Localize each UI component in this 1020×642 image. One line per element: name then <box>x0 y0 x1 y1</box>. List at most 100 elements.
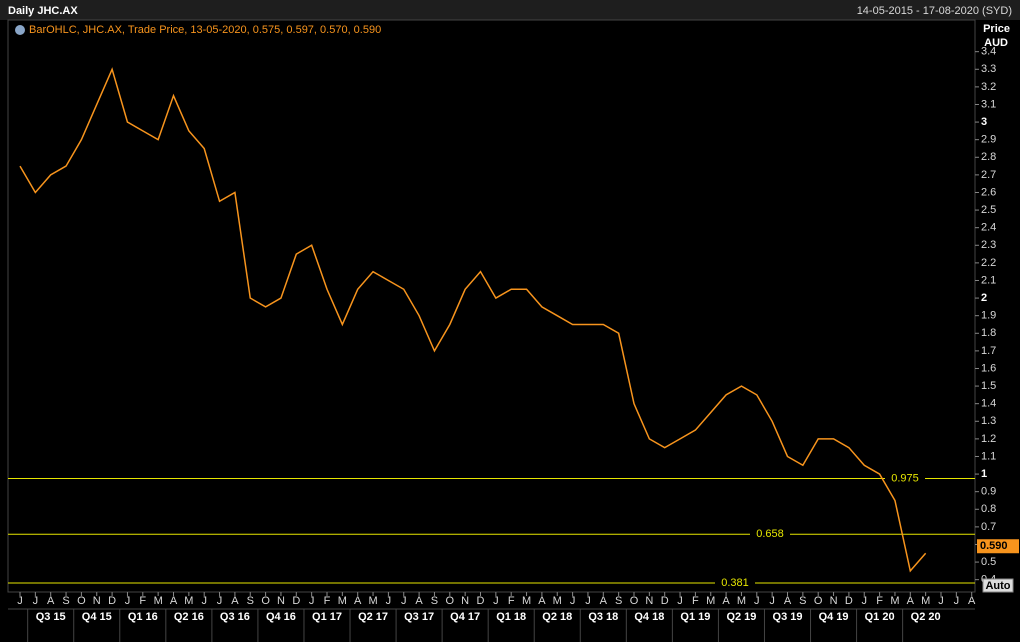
date-range: 14-05-2015 - 17-08-2020 (SYD) <box>857 5 1012 17</box>
x-tick-label: F <box>692 595 699 607</box>
title-bar <box>0 0 1020 20</box>
x-tick-label: O <box>261 595 270 607</box>
quarter-label: Q1 18 <box>496 611 526 623</box>
y-tick-label: 2.3 <box>981 239 996 251</box>
quarter-label: Q3 18 <box>588 611 618 623</box>
quarter-label: Q4 16 <box>266 611 296 623</box>
x-tick-label: M <box>522 595 531 607</box>
quarter-label: Q2 18 <box>542 611 572 623</box>
y-tick-label: 2.1 <box>981 274 996 286</box>
y-tick-label: 1.8 <box>981 327 996 339</box>
x-tick-label: S <box>799 595 806 607</box>
y-tick-label: 1.1 <box>981 450 996 462</box>
x-tick-label: O <box>446 595 455 607</box>
quarter-label: Q4 15 <box>82 611 112 623</box>
quarter-label: Q2 20 <box>911 611 941 623</box>
y-tick-label: 3.2 <box>981 81 996 93</box>
y-tick-label: 3 <box>981 116 987 128</box>
x-tick-label: M <box>338 595 347 607</box>
y-tick-label: 3.3 <box>981 63 996 75</box>
quarter-label: Q1 16 <box>128 611 158 623</box>
x-tick-label: M <box>737 595 746 607</box>
x-tick-label: D <box>477 595 485 607</box>
y-tick-label: 1.5 <box>981 380 996 392</box>
quarter-label: Q3 16 <box>220 611 250 623</box>
y-tick-label: 2.7 <box>981 169 996 181</box>
quarter-label: Q2 16 <box>174 611 204 623</box>
x-tick-label: A <box>415 595 423 607</box>
level-label-bg <box>750 528 790 541</box>
x-tick-label: F <box>139 595 146 607</box>
level-label-bg <box>885 472 925 485</box>
quarter-label: Q1 17 <box>312 611 342 623</box>
price-line <box>19 67 927 573</box>
y-tick-label: 0.8 <box>981 503 996 515</box>
x-tick-label: J <box>862 595 868 607</box>
y-tick-label: 1.3 <box>981 415 996 427</box>
legend-text: BarOHLC, JHC.AX, Trade Price, 13-05-2020… <box>29 24 381 36</box>
x-tick-label: A <box>170 595 178 607</box>
x-tick-label: A <box>600 595 608 607</box>
x-tick-label: J <box>570 595 576 607</box>
y-tick-label: 3.1 <box>981 98 996 110</box>
x-tick-label: J <box>954 595 960 607</box>
x-tick-label: N <box>93 595 101 607</box>
x-tick-label: J <box>33 595 39 607</box>
x-tick-label: A <box>784 595 792 607</box>
quarter-label: Q3 15 <box>36 611 66 623</box>
legend-icon[interactable] <box>15 25 25 35</box>
auto-button[interactable] <box>982 578 1014 593</box>
y-tick-label: 0.9 <box>981 486 996 498</box>
x-tick-label: J <box>125 595 131 607</box>
quarter-label: Q3 19 <box>773 611 803 623</box>
quarter-label: Q1 19 <box>680 611 710 623</box>
y-tick-label: 2.4 <box>981 222 996 234</box>
level-label: 0.658 <box>756 528 784 540</box>
x-tick-label: D <box>292 595 300 607</box>
x-tick-label: J <box>201 595 207 607</box>
x-tick-label: A <box>231 595 239 607</box>
chart-title: Daily JHC.AX <box>8 5 78 17</box>
y-tick-label: 2 <box>981 292 987 304</box>
x-tick-label: M <box>921 595 930 607</box>
x-tick-label: M <box>553 595 562 607</box>
y-tick-label: 3.4 <box>981 46 996 58</box>
quarter-label: Q4 18 <box>634 611 664 623</box>
x-tick-label: J <box>493 595 499 607</box>
x-tick-label: J <box>585 595 591 607</box>
x-tick-label: M <box>154 595 163 607</box>
level-label: 0.975 <box>891 472 919 484</box>
x-tick-label: N <box>830 595 838 607</box>
x-tick-label: O <box>77 595 86 607</box>
quarter-label: Q4 17 <box>450 611 480 623</box>
auto-button-label[interactable]: Auto <box>985 580 1010 592</box>
x-tick-label: N <box>461 595 469 607</box>
last-price-box <box>977 539 1019 554</box>
x-tick-label: A <box>538 595 546 607</box>
y-tick-label: 0.5 <box>981 556 996 568</box>
quarter-label: Q1 20 <box>865 611 895 623</box>
y-tick-label: 1.4 <box>981 398 996 410</box>
quarter-label: Q2 17 <box>358 611 388 623</box>
x-tick-label: J <box>309 595 315 607</box>
x-tick-label: M <box>368 595 377 607</box>
x-tick-label: S <box>62 595 69 607</box>
x-tick-label: A <box>47 595 55 607</box>
level-label: 0.381 <box>721 577 749 589</box>
x-tick-label: S <box>431 595 438 607</box>
y-tick-label: 2.5 <box>981 204 996 216</box>
quarter-label: Q2 19 <box>726 611 756 623</box>
x-tick-label: J <box>386 595 392 607</box>
y-tick-label: 0.7 <box>981 521 996 533</box>
x-tick-label: S <box>615 595 622 607</box>
y-tick-label: 2.6 <box>981 186 996 198</box>
x-tick-label: F <box>876 595 883 607</box>
x-tick-label: J <box>401 595 407 607</box>
x-tick-label: J <box>217 595 223 607</box>
y-tick-label: 1 <box>981 468 987 480</box>
x-tick-label: F <box>324 595 331 607</box>
x-tick-label: M <box>890 595 899 607</box>
x-tick-label: S <box>247 595 254 607</box>
